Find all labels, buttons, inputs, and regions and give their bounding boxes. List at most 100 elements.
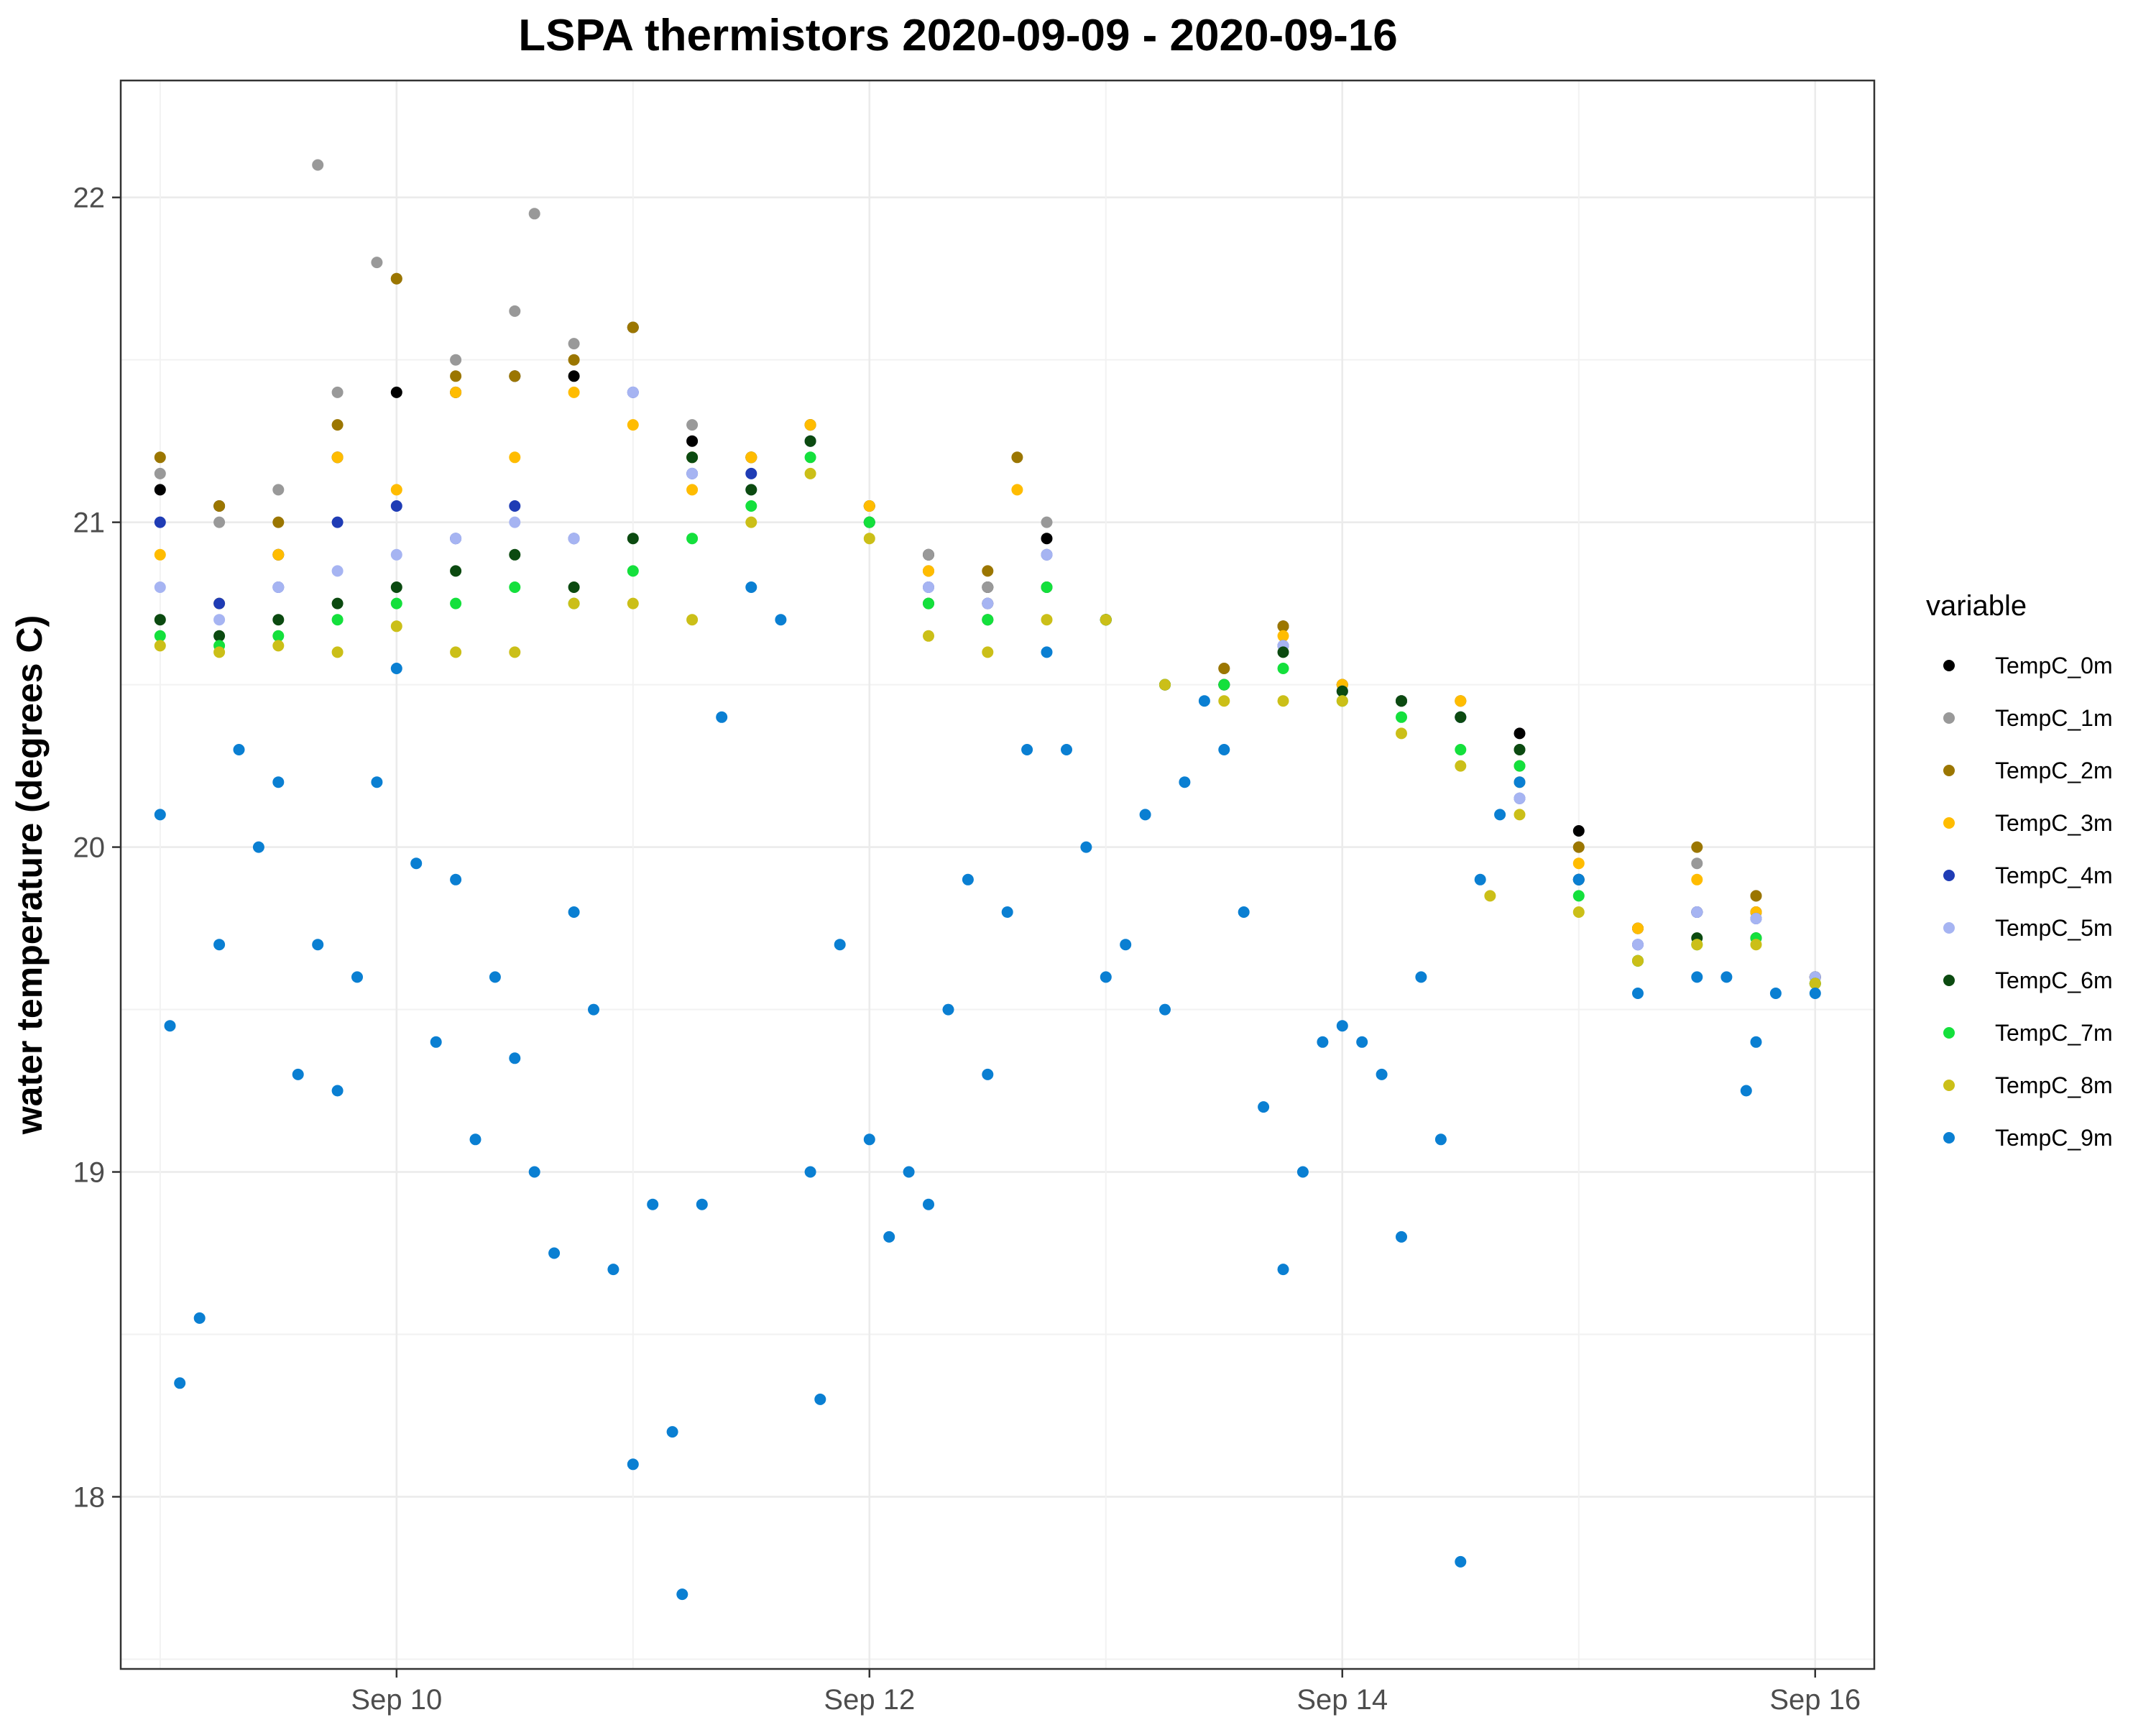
data-point xyxy=(804,435,816,447)
data-point xyxy=(272,581,285,593)
data-point xyxy=(568,370,580,382)
data-point xyxy=(292,1068,304,1080)
data-point xyxy=(982,565,994,577)
data-point xyxy=(272,776,285,788)
plot-border xyxy=(119,79,1876,1670)
data-point xyxy=(154,451,166,464)
data-point xyxy=(1396,727,1407,740)
data-point xyxy=(371,776,383,788)
legend-key xyxy=(1943,1027,1955,1039)
data-point xyxy=(331,386,344,398)
data-point xyxy=(1061,744,1072,755)
data-point xyxy=(1277,1264,1289,1276)
data-point xyxy=(962,873,974,886)
legend-label: TempC_4m xyxy=(1995,862,2113,888)
data-point xyxy=(982,581,994,593)
legend: variable TempC_0m TempC_1m TempC_2m TempC_3… xyxy=(1926,590,2113,1151)
legend-label: TempC_6m xyxy=(1995,967,2113,993)
data-point xyxy=(1100,971,1112,983)
data-point xyxy=(1021,744,1033,755)
data-point xyxy=(252,841,264,853)
data-point xyxy=(647,1198,659,1210)
data-point xyxy=(1159,1003,1171,1016)
data-point xyxy=(923,548,934,561)
data-point xyxy=(1277,663,1289,674)
data-point xyxy=(1336,685,1348,697)
data-point xyxy=(1100,614,1112,626)
data-point xyxy=(331,614,344,626)
legend-label: TempC_5m xyxy=(1995,915,2113,941)
data-point xyxy=(1041,646,1053,658)
data-point xyxy=(312,159,324,171)
data-point xyxy=(450,646,462,658)
data-point xyxy=(627,386,639,398)
chart-title: LSPA thermistors 2020-09-09 - 2020-09-16 xyxy=(518,11,1397,60)
data-point xyxy=(1218,663,1230,674)
data-point xyxy=(509,516,521,528)
data-point xyxy=(489,971,501,983)
data-point xyxy=(390,484,402,496)
x-tick-label: Sep 14 xyxy=(1296,1684,1388,1716)
data-point xyxy=(1572,906,1585,918)
data-point xyxy=(1139,809,1151,821)
data-point xyxy=(1041,581,1053,593)
data-point xyxy=(390,500,402,512)
data-point xyxy=(1572,857,1585,870)
legend-key xyxy=(1943,765,1955,776)
data-point xyxy=(1455,711,1467,723)
y-axis-ticks: 18 19 20 21 22 xyxy=(73,183,121,1513)
plot-points xyxy=(154,159,1821,1601)
data-point xyxy=(450,370,462,382)
data-point xyxy=(213,614,226,626)
data-point xyxy=(154,614,166,626)
y-tick-label: 18 xyxy=(73,1481,106,1513)
data-point xyxy=(272,640,285,652)
data-point xyxy=(1198,695,1210,707)
legend-label: TempC_1m xyxy=(1995,705,2113,731)
y-tick-label: 20 xyxy=(73,832,106,864)
data-point xyxy=(390,581,402,593)
data-point xyxy=(923,1198,934,1210)
data-point xyxy=(430,1036,442,1048)
data-point xyxy=(1632,954,1644,967)
data-point xyxy=(390,386,402,398)
data-point xyxy=(1434,1133,1447,1146)
data-point xyxy=(174,1377,186,1389)
data-point xyxy=(509,548,521,561)
data-point xyxy=(331,646,344,658)
data-point xyxy=(1632,922,1644,934)
data-point xyxy=(509,646,521,658)
data-point xyxy=(745,451,757,464)
data-point xyxy=(213,939,226,951)
data-point xyxy=(450,873,462,886)
data-point xyxy=(509,500,521,512)
data-point xyxy=(1750,939,1762,951)
legend-label: TempC_0m xyxy=(1995,653,2113,678)
data-point xyxy=(272,484,285,496)
data-point xyxy=(1455,744,1467,755)
data-point xyxy=(627,419,639,431)
data-point xyxy=(469,1133,482,1146)
data-point xyxy=(164,1020,176,1032)
legend-key xyxy=(1943,870,1955,881)
data-point xyxy=(1396,695,1407,707)
data-point xyxy=(213,630,226,642)
data-point xyxy=(1179,776,1191,788)
data-point xyxy=(804,451,816,464)
data-point xyxy=(686,484,699,496)
data-point xyxy=(331,597,344,610)
data-point xyxy=(213,516,226,528)
data-point xyxy=(745,484,757,496)
data-point xyxy=(1474,873,1486,886)
data-point xyxy=(1080,841,1092,853)
data-point xyxy=(627,1458,639,1471)
data-point xyxy=(1356,1036,1368,1048)
data-point xyxy=(371,257,383,269)
data-point xyxy=(548,1247,561,1259)
data-point xyxy=(1218,744,1230,755)
data-point xyxy=(863,533,875,545)
data-point xyxy=(745,516,757,528)
data-point xyxy=(154,467,166,479)
legend-key xyxy=(1943,1080,1955,1091)
